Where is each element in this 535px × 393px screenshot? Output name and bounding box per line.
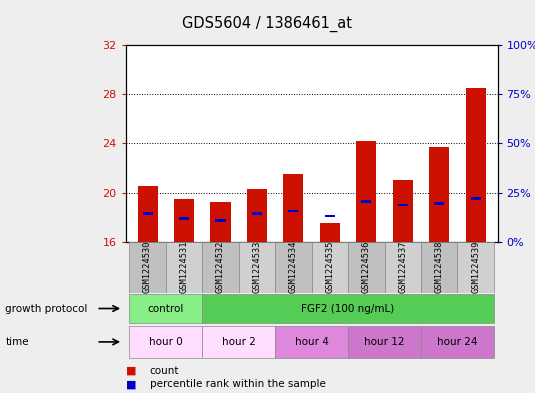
Bar [465,88,486,242]
Bar [275,326,348,358]
Bar [216,219,226,222]
Text: GSM1224531: GSM1224531 [180,241,188,294]
Text: hour 24: hour 24 [437,337,478,347]
Text: GSM1224532: GSM1224532 [216,241,225,294]
Bar [252,212,262,215]
Text: GSM1224539: GSM1224539 [471,241,480,294]
Text: hour 2: hour 2 [222,337,256,347]
Text: GSM1224530: GSM1224530 [143,241,152,294]
Bar [288,209,299,212]
Text: control: control [148,303,184,314]
Bar [385,242,421,293]
Bar [348,326,421,358]
Bar [239,242,275,293]
Text: GSM1224536: GSM1224536 [362,241,371,294]
Bar [275,242,311,293]
Bar [421,242,457,293]
Bar [393,180,413,242]
Bar [348,242,385,293]
Bar [421,326,494,358]
Text: GSM1224533: GSM1224533 [253,241,262,294]
Bar [284,174,303,242]
Bar [143,212,152,215]
Bar [137,186,158,242]
Text: GDS5604 / 1386461_at: GDS5604 / 1386461_at [182,16,353,32]
Bar [129,242,166,293]
Text: GSM1224535: GSM1224535 [325,241,334,294]
Bar [202,294,494,323]
Text: growth protocol: growth protocol [5,303,88,314]
Bar [457,242,494,293]
Text: hour 12: hour 12 [364,337,405,347]
Bar [471,197,480,200]
Text: GSM1224537: GSM1224537 [398,241,407,294]
Bar [174,199,194,242]
Bar [166,242,202,293]
Bar [202,326,275,358]
Text: GSM1224534: GSM1224534 [289,241,298,294]
Bar [129,326,202,358]
Bar [356,141,376,242]
Bar [361,200,371,202]
Text: percentile rank within the sample: percentile rank within the sample [150,379,326,389]
Text: GSM1224538: GSM1224538 [435,241,444,294]
Text: hour 0: hour 0 [149,337,182,347]
Bar [210,202,231,242]
Bar [312,242,348,293]
Text: ■: ■ [126,365,136,376]
Bar [179,217,189,220]
Bar [202,242,239,293]
Bar [429,147,449,242]
Text: FGF2 (100 ng/mL): FGF2 (100 ng/mL) [301,303,395,314]
Bar [247,189,267,242]
Text: ■: ■ [126,379,136,389]
Bar [320,223,340,242]
Text: time: time [5,337,29,347]
Bar [325,215,335,217]
Text: hour 4: hour 4 [295,337,328,347]
Bar [129,294,202,323]
Bar [434,202,444,205]
Bar [398,204,408,206]
Text: count: count [150,365,179,376]
